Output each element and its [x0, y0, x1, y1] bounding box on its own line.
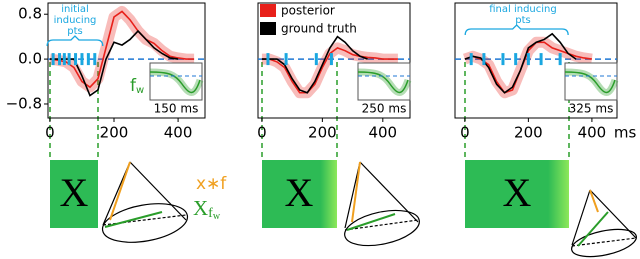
annotation-brace [464, 24, 569, 36]
x-box [465, 160, 569, 228]
x-tick-label: 200 [100, 124, 129, 142]
series-line [261, 35, 368, 94]
inset-filter [149, 71, 201, 94]
x-tick-label: 0 [460, 124, 470, 142]
x-tick-label: 400 [368, 124, 397, 142]
filter-label: Xfw [193, 196, 221, 222]
window-links [49, 62, 570, 160]
series-line [49, 10, 195, 89]
legend-swatch [260, 4, 276, 17]
inset-filter [564, 71, 616, 94]
annotation: pts [67, 26, 82, 37]
plot-frame [257, 2, 411, 119]
x-tick-label: 200 [514, 124, 543, 142]
legend-label: posterior [281, 4, 335, 18]
inset-frame [149, 62, 203, 101]
x-tick-label: 200 [308, 124, 337, 142]
x-tick-label: 400 [578, 124, 607, 142]
inset-frame [564, 62, 618, 101]
plot-frame [47, 2, 206, 119]
cone [344, 161, 420, 247]
inset-filter [357, 71, 409, 94]
annotation: pts [515, 15, 530, 26]
plot-frame [454, 2, 618, 119]
x-unit: ms [614, 124, 637, 142]
y-tick-label: 0.8 [18, 5, 42, 23]
x-tick-label: 400 [164, 124, 193, 142]
legend-swatch [260, 22, 276, 35]
cone [571, 189, 637, 258]
y-tick-label: −0.8 [6, 94, 42, 112]
annotation: final inducing [489, 4, 557, 15]
legend-label: ground truth [281, 22, 357, 36]
inset-label: 150 ms [154, 102, 199, 116]
series-line [261, 46, 398, 94]
box-label: X [60, 170, 89, 215]
inset-frame [357, 62, 411, 101]
box-label: X [503, 170, 532, 215]
x-tick-label: 0 [45, 124, 55, 142]
cone [101, 161, 189, 243]
y-tick-label: 0.0 [18, 50, 42, 68]
series-line [49, 29, 179, 97]
box-label: X [285, 170, 314, 215]
x-box [262, 160, 337, 228]
annotation: inducing [54, 15, 97, 26]
conv-label: x∗f [196, 174, 227, 194]
annotation: initial [61, 4, 89, 15]
x-tick-label: 0 [257, 124, 267, 142]
inset-filter-label: fw [130, 76, 144, 96]
annotation-brace [46, 35, 104, 47]
x-box [50, 160, 98, 228]
inset-label: 250 ms [362, 102, 407, 116]
inset-label: 325 ms [569, 102, 614, 116]
